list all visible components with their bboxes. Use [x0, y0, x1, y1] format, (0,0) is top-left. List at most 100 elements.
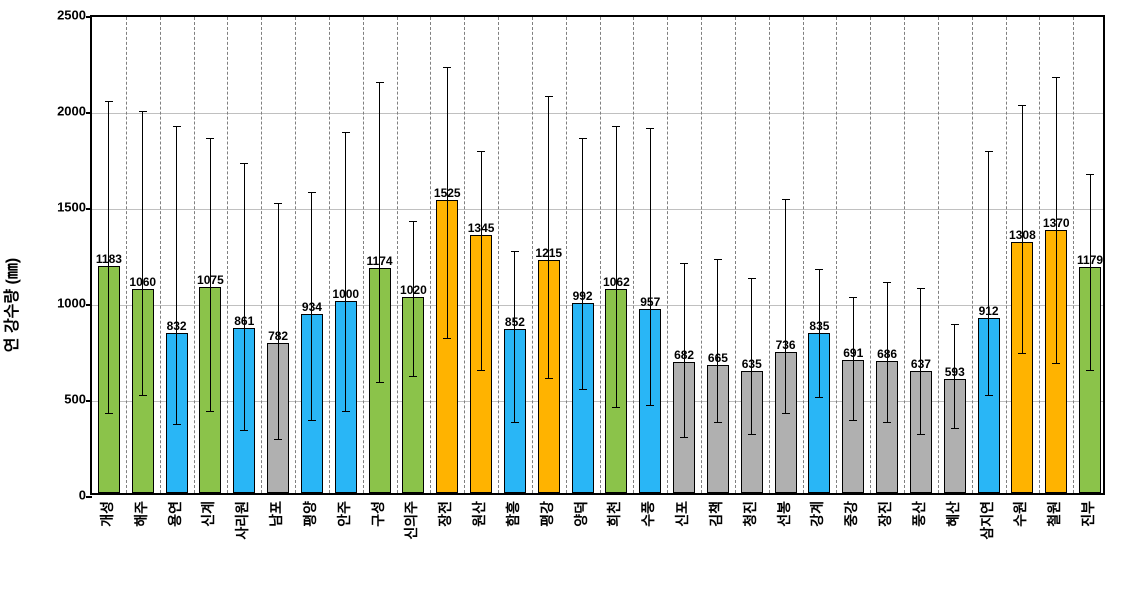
x-tick-label: 함흥: [503, 501, 523, 527]
error-cap: [173, 424, 181, 425]
error-bar: [142, 111, 143, 395]
error-cap: [985, 395, 993, 396]
error-cap: [917, 288, 925, 289]
x-tick-label: 안주: [334, 501, 354, 527]
error-bar: [379, 82, 380, 382]
error-bar: [108, 101, 109, 412]
error-bar: [920, 288, 921, 434]
error-bar: [514, 251, 515, 422]
x-tick-label: 장진: [875, 501, 895, 527]
error-cap: [883, 282, 891, 283]
error-bar: [244, 163, 245, 430]
error-bar: [717, 259, 718, 422]
error-cap: [409, 376, 417, 377]
error-bar: [684, 263, 685, 438]
x-tick-label: 수원: [1010, 501, 1030, 527]
error-bar: [853, 297, 854, 420]
error-cap: [443, 67, 451, 68]
plot-area: 1183106083210758617829341000117410201525…: [90, 15, 1105, 495]
error-cap: [511, 251, 519, 252]
error-cap: [782, 413, 790, 414]
error-cap: [985, 151, 993, 152]
x-tick-label: 신계: [198, 501, 218, 527]
error-cap: [274, 203, 282, 204]
error-cap: [105, 413, 113, 414]
error-cap: [342, 132, 350, 133]
error-bar: [954, 324, 955, 428]
y-tick-label: 1500: [36, 200, 86, 215]
error-bar: [413, 221, 414, 377]
error-cap: [714, 422, 722, 423]
x-tick-label: 신의주: [401, 501, 421, 540]
x-tick-label: 강계: [807, 501, 827, 527]
x-tick-label: 평양: [300, 501, 320, 527]
x-tick-label: 선봉: [774, 501, 794, 527]
error-bar: [481, 151, 482, 370]
y-tick-label: 1000: [36, 296, 86, 311]
error-cap: [511, 422, 519, 423]
y-tick-label: 2000: [36, 104, 86, 119]
error-cap: [139, 395, 147, 396]
error-cap: [951, 324, 959, 325]
error-cap: [917, 434, 925, 435]
error-cap: [1018, 353, 1026, 354]
error-cap: [545, 96, 553, 97]
error-cap: [1086, 174, 1094, 175]
error-cap: [1052, 77, 1060, 78]
x-tick-label: 남포: [266, 501, 286, 527]
error-cap: [1018, 105, 1026, 106]
error-cap: [849, 297, 857, 298]
x-tick-label: 삼지연: [977, 501, 997, 540]
error-bar: [345, 132, 346, 410]
bars-layer: 1183106083210758617829341000117410201525…: [92, 17, 1103, 493]
x-tick-label: 철원: [1044, 501, 1064, 527]
error-cap: [579, 389, 587, 390]
error-cap: [240, 430, 248, 431]
error-cap: [849, 420, 857, 421]
error-cap: [612, 407, 620, 408]
x-tick-label: 양덕: [571, 501, 591, 527]
y-tick-label: 500: [36, 392, 86, 407]
error-bar: [311, 192, 312, 420]
x-tick-label: 진부: [1078, 501, 1098, 527]
error-cap: [782, 199, 790, 200]
x-tick-label: 사리원: [232, 501, 252, 540]
error-cap: [579, 138, 587, 139]
x-tick-label: 원산: [469, 501, 489, 527]
x-tick-label: 용연: [165, 501, 185, 527]
x-tick-label: 김책: [706, 501, 726, 527]
error-cap: [1052, 363, 1060, 364]
error-bar: [176, 126, 177, 424]
x-tick-label: 해주: [131, 501, 151, 527]
error-cap: [748, 434, 756, 435]
error-cap: [376, 82, 384, 83]
error-bar: [819, 269, 820, 398]
error-cap: [1086, 370, 1094, 371]
error-cap: [274, 439, 282, 440]
error-cap: [680, 437, 688, 438]
x-tick-label: 혜산: [943, 501, 963, 527]
error-bar: [988, 151, 989, 395]
error-bar: [650, 128, 651, 404]
error-bar: [887, 282, 888, 422]
error-cap: [646, 128, 654, 129]
error-cap: [951, 428, 959, 429]
x-tick-label: 구성: [368, 501, 388, 527]
y-tick-label: 0: [36, 488, 86, 503]
error-bar: [548, 96, 549, 378]
error-bar: [1056, 77, 1057, 363]
error-cap: [748, 278, 756, 279]
x-tick-label: 개성: [97, 501, 117, 527]
error-cap: [883, 422, 891, 423]
error-cap: [680, 263, 688, 264]
y-tick-label: 2500: [36, 8, 86, 23]
x-tick-label: 평강: [537, 501, 557, 527]
x-tick-label: 수풍: [638, 501, 658, 527]
error-cap: [376, 382, 384, 383]
error-cap: [477, 151, 485, 152]
error-cap: [240, 163, 248, 164]
error-cap: [815, 397, 823, 398]
error-bar: [751, 278, 752, 434]
error-bar: [616, 126, 617, 406]
error-cap: [342, 411, 350, 412]
